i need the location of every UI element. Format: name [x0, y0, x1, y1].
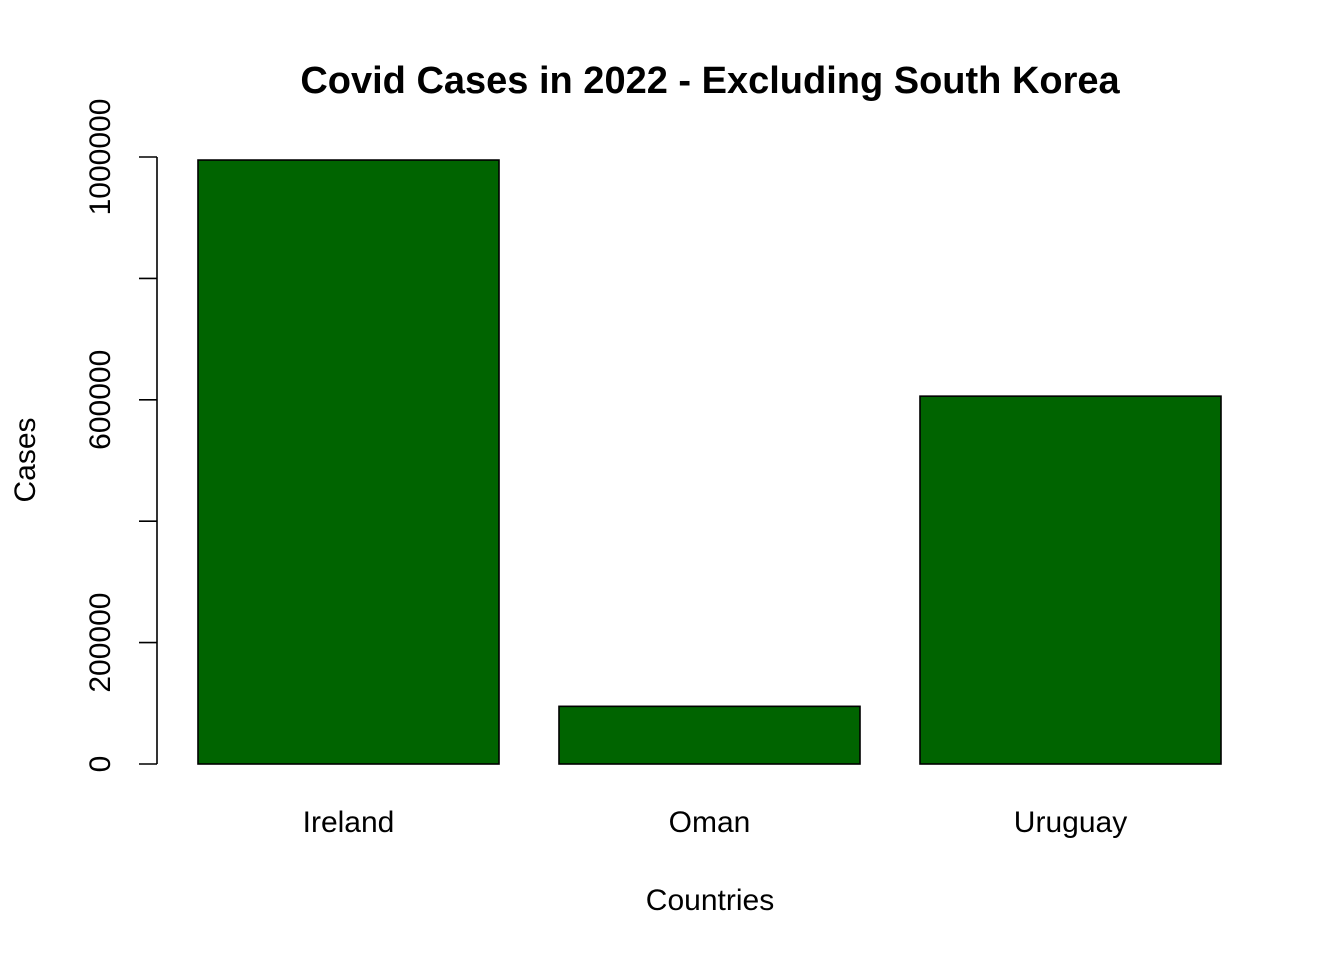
y-tick-label: 1000000	[84, 99, 117, 216]
bar-uruguay	[919, 395, 1222, 765]
bar-ireland	[197, 159, 500, 765]
x-tick-label: Ireland	[303, 806, 395, 839]
bar-oman	[558, 705, 861, 765]
x-axis-tick-labels: Ireland Oman Uruguay	[303, 806, 1128, 839]
x-tick-label: Uruguay	[1014, 806, 1127, 839]
y-axis: 0 200000 600000 1000000	[84, 99, 158, 773]
x-tick-label: Oman	[669, 806, 751, 839]
y-tick-label: 0	[84, 756, 117, 773]
y-tick-label: 200000	[84, 593, 117, 693]
x-axis-label: Countries	[646, 884, 774, 917]
chart-title: Covid Cases in 2022 - Excluding South Ko…	[300, 60, 1120, 102]
y-axis-label: Cases	[9, 417, 42, 502]
y-tick-label: 600000	[84, 350, 117, 450]
bars	[197, 159, 1222, 765]
